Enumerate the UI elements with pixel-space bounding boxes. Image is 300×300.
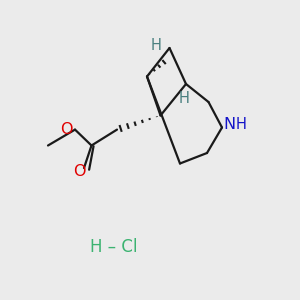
Text: H: H xyxy=(236,117,247,132)
Text: H – Cl: H – Cl xyxy=(90,238,138,256)
Text: H: H xyxy=(179,91,190,106)
Text: H: H xyxy=(151,38,161,53)
Text: O: O xyxy=(73,164,86,179)
Text: N: N xyxy=(224,117,236,132)
Text: O: O xyxy=(60,122,73,137)
